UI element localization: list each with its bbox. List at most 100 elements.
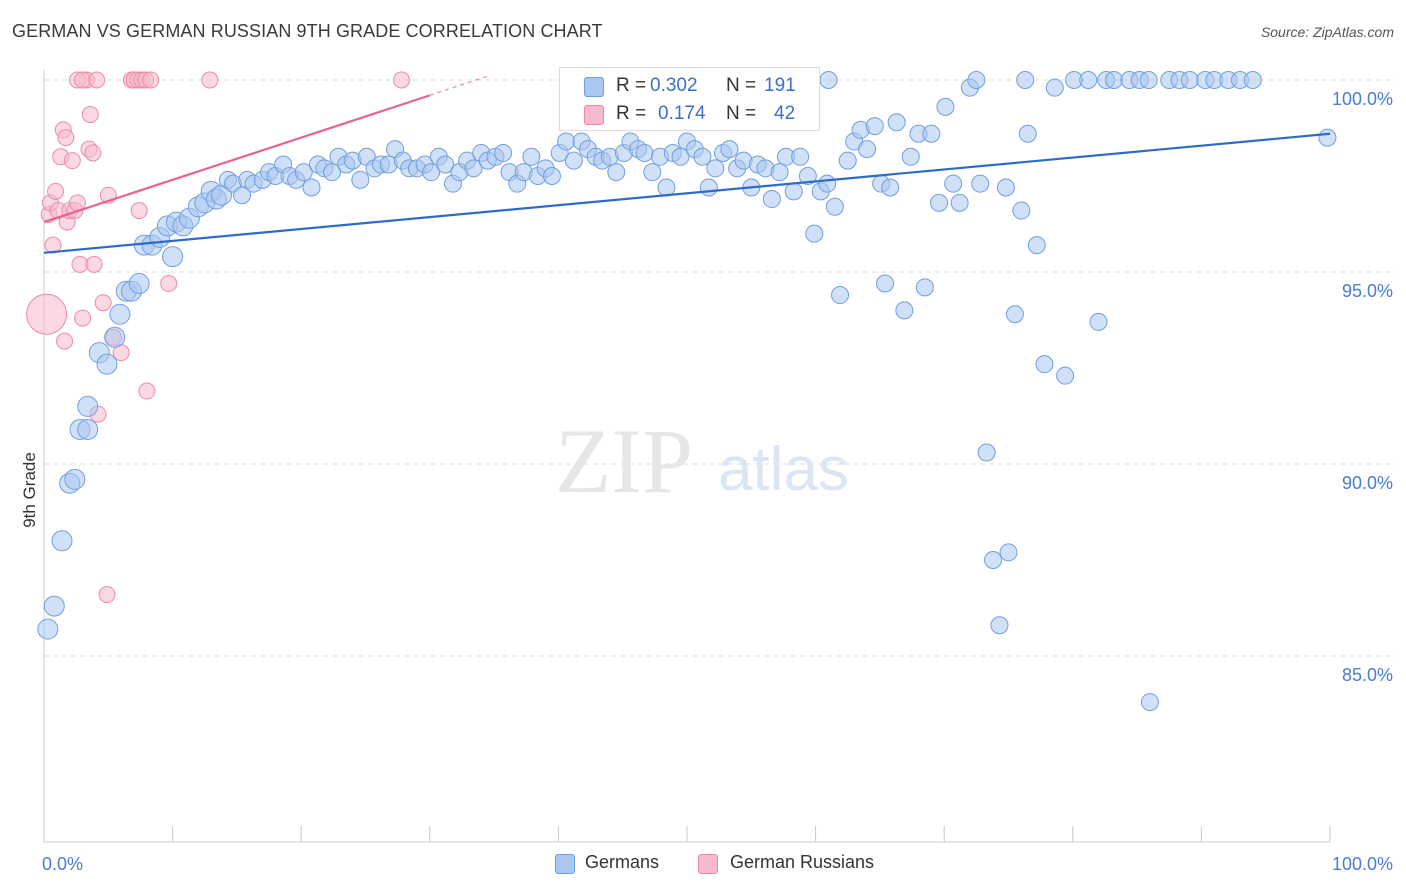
germans-point xyxy=(971,174,990,193)
germans-point xyxy=(1180,71,1199,89)
german-russians-point xyxy=(26,293,68,335)
germans-point xyxy=(944,174,963,193)
german-russians-point xyxy=(160,275,178,293)
german-russians-point xyxy=(88,71,106,89)
germans-point xyxy=(901,147,920,166)
germans-point xyxy=(706,159,725,178)
legend-swatch-german-russians xyxy=(584,105,604,125)
germans-point xyxy=(464,159,483,178)
germans-point xyxy=(1079,71,1098,89)
germans-point xyxy=(950,193,969,212)
germans-point xyxy=(831,286,850,305)
germans-point xyxy=(876,274,895,293)
germans-point xyxy=(1243,71,1262,89)
germans-point xyxy=(915,278,934,297)
legend-row-german-russians: R = 0.174 N = 42 xyxy=(560,101,819,127)
germans-point xyxy=(999,543,1018,562)
legend-n-label: N = xyxy=(726,75,757,96)
legend-n-value-german-russians: 42 xyxy=(774,103,796,124)
legend-r-value-germans: 0.302 xyxy=(650,75,698,96)
germans-point xyxy=(805,224,824,243)
german-russians-point xyxy=(130,202,148,220)
german-russians-point xyxy=(81,106,99,124)
germans-point xyxy=(1012,201,1031,220)
bottom-legend-swatch-german-russians xyxy=(698,854,718,874)
germans-point xyxy=(770,163,789,182)
german-russians-point xyxy=(98,586,116,604)
germans-point xyxy=(294,163,313,182)
y-tick-label: 90.0% xyxy=(1342,473,1393,493)
source-credit: Source: ZipAtlas.com xyxy=(1260,24,1394,40)
germans-points xyxy=(37,71,1337,712)
germans-point xyxy=(838,151,857,170)
germans-point xyxy=(104,326,126,348)
y-tick-label: 95.0% xyxy=(1342,281,1393,301)
germans-point xyxy=(936,97,955,116)
germans-point xyxy=(858,140,877,159)
germans-trend-line xyxy=(43,132,1331,254)
germans-point xyxy=(887,113,906,132)
germans-point xyxy=(1104,71,1123,89)
germans-point xyxy=(990,616,1009,635)
germans-point xyxy=(635,143,654,162)
germans-point xyxy=(657,178,676,197)
tick-labels: 100.0% 95.0% 90.0% 85.0% 0.0% 100.0% xyxy=(42,89,1393,874)
germans-point xyxy=(77,418,99,440)
legend-row-germans: R = 0.302 N = 191 xyxy=(560,73,819,99)
bottom-legend-swatch-germans xyxy=(555,854,575,874)
germans-point xyxy=(77,395,99,417)
german-russians-point xyxy=(201,71,219,89)
germans-point xyxy=(1139,71,1158,89)
bottom-legend-label-germans: Germans xyxy=(585,852,660,872)
germans-point xyxy=(922,124,941,143)
germans-point xyxy=(436,155,455,174)
german-russians-point xyxy=(44,236,62,254)
german-russians-point xyxy=(47,182,65,200)
germans-point xyxy=(162,246,184,268)
german-russians-point xyxy=(74,309,92,327)
germans-point xyxy=(1016,71,1035,89)
germans-point xyxy=(967,71,986,89)
x-tick-label-max: 100.0% xyxy=(1332,854,1393,874)
germans-point xyxy=(1045,78,1064,97)
germans-point xyxy=(43,595,65,617)
german-russians-point xyxy=(71,255,89,273)
germans-point xyxy=(1318,128,1337,147)
trend-lines xyxy=(43,75,1331,254)
germans-point xyxy=(1035,355,1054,374)
germans-point xyxy=(522,147,541,166)
germans-point xyxy=(564,151,583,170)
germans-point xyxy=(791,147,810,166)
germans-point xyxy=(323,163,342,182)
stats-legend: R = 0.302 N = 191 R = 0.174 N = 42 xyxy=(559,67,820,131)
germans-point xyxy=(930,193,949,212)
germans-point xyxy=(818,174,837,193)
germans-point xyxy=(996,178,1015,197)
germans-point xyxy=(351,170,370,189)
germans-point xyxy=(984,551,1003,569)
german-russians-point xyxy=(393,71,411,89)
germans-point xyxy=(1089,312,1108,331)
germans-point xyxy=(302,178,321,197)
german-russians-point xyxy=(57,129,75,147)
chart-title: GERMAN VS GERMAN RUSSIAN 9TH GRADE CORRE… xyxy=(12,21,603,41)
german-russians-points xyxy=(26,71,411,604)
x-tick-label-min: 0.0% xyxy=(42,854,83,874)
germans-point xyxy=(825,197,844,216)
y-axis-label: 9th Grade xyxy=(20,452,39,528)
german-russians-point xyxy=(85,255,103,273)
germans-point xyxy=(64,468,86,490)
legend-swatch-germans xyxy=(584,77,604,97)
germans-point xyxy=(1140,693,1159,712)
german-russians-point xyxy=(63,152,81,170)
german-russians-trend-line xyxy=(43,94,431,224)
germans-point xyxy=(422,163,441,182)
germans-point xyxy=(895,301,914,320)
germans-point xyxy=(607,163,626,182)
germans-point xyxy=(819,71,838,89)
legend-n-label: N = xyxy=(726,103,757,124)
germans-point xyxy=(557,132,576,151)
germans-point xyxy=(643,163,662,182)
germans-point xyxy=(51,530,73,552)
